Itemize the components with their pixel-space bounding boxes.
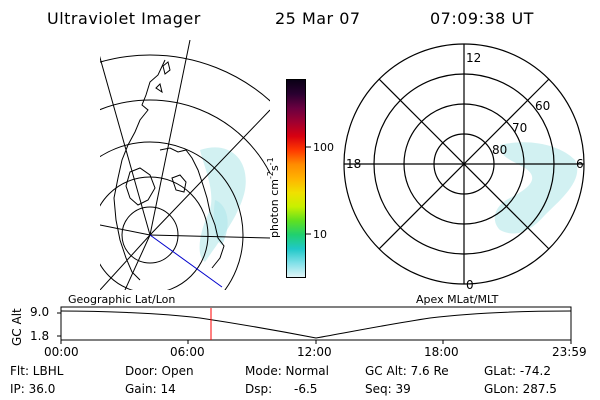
x-tick-1800: 18:00 (424, 345, 459, 359)
seq-status: Seq: 39 (365, 382, 411, 396)
auroral-emission-left (199, 147, 246, 262)
mlt-label-0: 0 (466, 278, 474, 292)
door-status: Door: Open (125, 364, 194, 378)
mlat-label-60: 60 (535, 99, 550, 113)
mode-status: Mode: Normal (245, 364, 329, 378)
x-tick-0000: 00:00 (44, 345, 79, 359)
time-label: 07:09:38 UT (430, 9, 534, 28)
altitude-timeline (57, 306, 572, 344)
polar-plot (343, 43, 585, 285)
dsp-value: -6.5 (294, 382, 318, 396)
x-tick-1200: 12:00 (297, 345, 332, 359)
auroral-emission-right (494, 142, 578, 234)
y-tick-high: 9.0 (30, 305, 50, 319)
apex-label: Apex MLat/MLT (416, 293, 499, 306)
glon-status: GLon: 287.5 (484, 382, 557, 396)
colorbar-tick-100: 100 (313, 141, 334, 154)
altitude-curve (60, 310, 572, 339)
gain-status: Gain: 14 (125, 382, 176, 396)
mlt-label-6: 6 (576, 157, 584, 171)
colorbar (286, 79, 306, 278)
orbit-track (149, 234, 223, 288)
filter-status: Flt: LBHL (10, 364, 64, 378)
date-label: 25 Mar 07 (275, 9, 361, 28)
x-tick-2359: 23:59 (552, 345, 587, 359)
timeline-ylabel: GC Alt (10, 308, 24, 346)
x-tick-0600: 06:00 (170, 345, 205, 359)
instrument-title: Ultraviolet Imager (47, 9, 201, 28)
dsp-status: Dsp: (245, 382, 273, 396)
colorbar-tick-10: 10 (313, 228, 327, 241)
geographic-label: Geographic Lat/Lon (68, 293, 176, 306)
coastline (113, 59, 166, 281)
mlt-label-12: 12 (466, 51, 481, 65)
ip-status: IP: 36.0 (10, 382, 56, 396)
mlat-label-80: 80 (492, 143, 507, 157)
y-tick-low: 1.8 (30, 329, 50, 343)
colorbar-label: photon cm-2s-1 (266, 157, 281, 238)
geographic-map (100, 40, 270, 290)
glat-status: GLat: -74.2 (484, 364, 551, 378)
mlt-label-18: 18 (346, 157, 361, 171)
gc-alt-status: GC Alt: 7.6 Re (365, 364, 449, 378)
mlat-label-70: 70 (512, 121, 527, 135)
